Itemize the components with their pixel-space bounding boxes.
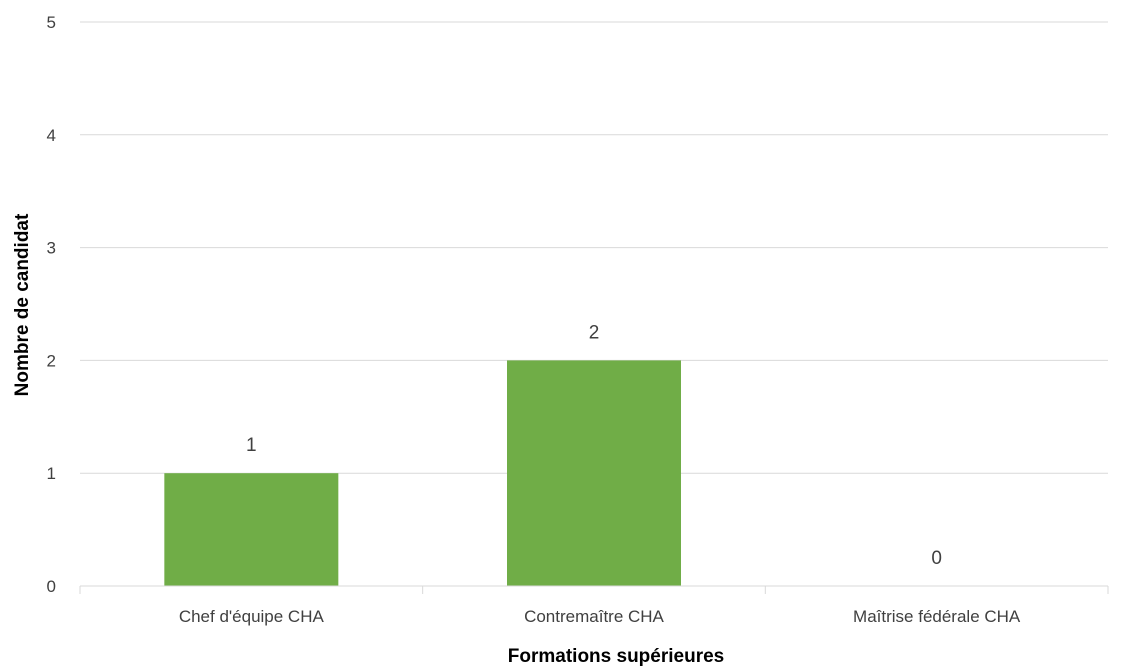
bars xyxy=(164,360,681,586)
x-axis: Chef d'équipe CHA Contremaître CHA Maîtris… xyxy=(79,585,1109,626)
y-tick-label: 2 xyxy=(47,351,56,370)
data-labels: 1 2 0 xyxy=(246,322,942,569)
y-tick-label: 3 xyxy=(47,239,56,258)
gridlines xyxy=(80,21,1108,474)
x-axis-title: Formations supérieures xyxy=(508,646,724,667)
y-tick-label: 5 xyxy=(47,13,56,32)
y-axis-title: Nombre de candidat xyxy=(12,213,33,396)
y-axis-ticks: 0 1 2 3 4 5 xyxy=(47,13,56,596)
data-label: 1 xyxy=(246,435,257,456)
x-tick-label: Contremaître CHA xyxy=(524,607,664,626)
x-tick-label: Chef d'équipe CHA xyxy=(179,607,325,626)
bar-1 xyxy=(164,473,339,586)
data-label: 0 xyxy=(931,548,942,569)
y-tick-label: 4 xyxy=(47,126,56,145)
bar-2 xyxy=(507,360,681,586)
data-label: 2 xyxy=(589,322,600,343)
y-tick-label: 0 xyxy=(47,577,56,596)
y-tick-label: 1 xyxy=(47,464,56,483)
x-tick-label: Maîtrise fédérale CHA xyxy=(853,607,1021,626)
